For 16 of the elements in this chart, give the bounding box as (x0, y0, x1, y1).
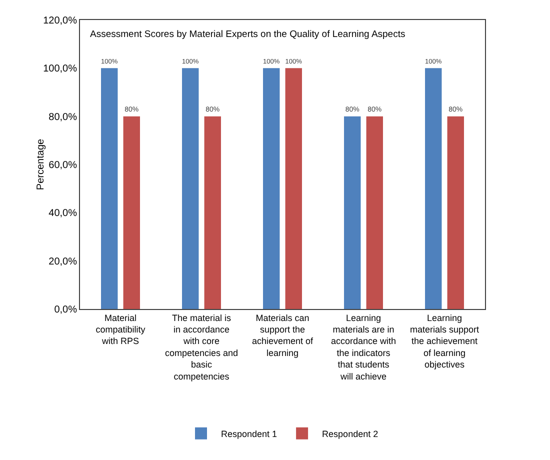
y-tick-label: 80,0% (48, 112, 78, 123)
y-tick-label: 0,0% (54, 304, 78, 316)
x-tick-label: Learning materials support the achievement of learning objectives (410, 312, 480, 370)
y-tick-label: 20,0% (48, 256, 78, 268)
x-tick-label: The material is in accordance with core competencies and basic competencies (164, 312, 238, 382)
legend-label: Respondent 2 (322, 428, 378, 439)
x-tick-label: Material compatibility with RPS (96, 312, 146, 346)
legend-label: Respondent 1 (221, 428, 278, 439)
x-tick-label: Learning materials are in accordance with the indicators that students will achieve (330, 312, 396, 382)
text: Assessment Scores by Material Experts on the Quality of Learning Aspects (90, 29, 406, 40)
y-tick-label: 60,0% (48, 160, 78, 171)
y-axis-title: Percentage (36, 138, 47, 190)
x-tick-label: Materials can support the achievement of learning (252, 312, 314, 358)
y-tick-label: 120,0% (43, 16, 78, 26)
y-tick-label: 40,0% (48, 208, 78, 220)
y-tick-label: 100,0% (43, 64, 78, 75)
